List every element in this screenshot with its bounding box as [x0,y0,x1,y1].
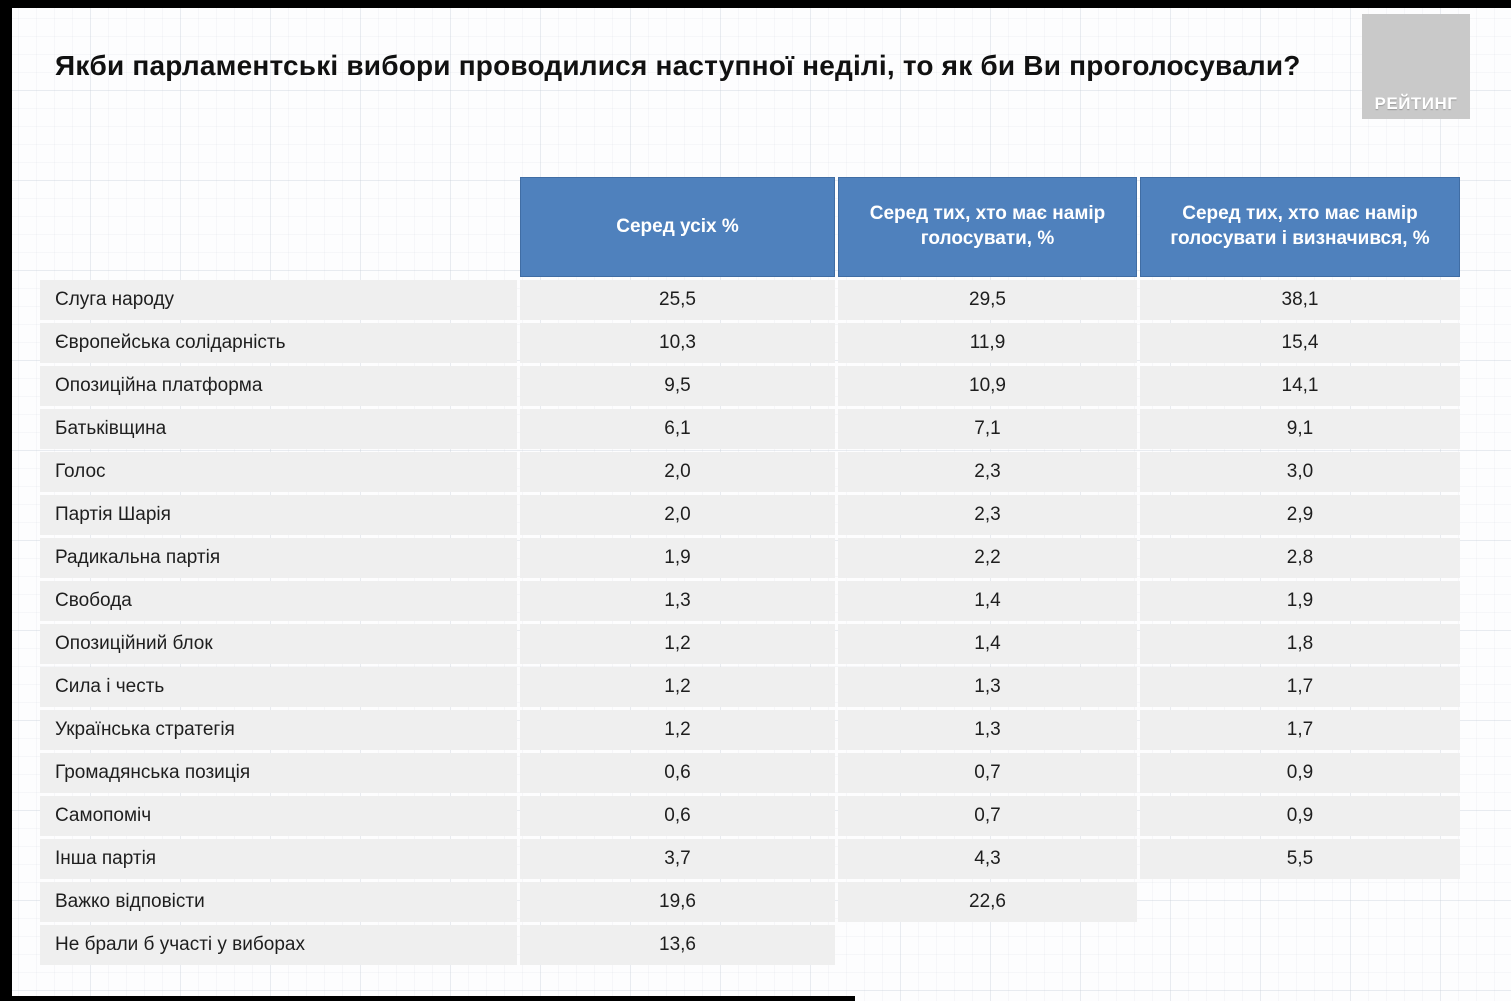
empty-cell [1140,882,1460,922]
value-cell: 1,8 [1140,624,1460,664]
frame-top-bar [0,0,1511,8]
party-label: Партія Шарія [40,495,517,535]
value-cell: 1,7 [1140,667,1460,707]
value-cell: 1,9 [1140,581,1460,621]
value-cell: 0,6 [520,753,835,793]
value-cell: 0,7 [838,753,1137,793]
value-cell: 13,6 [520,925,835,965]
value-cell: 25,5 [520,280,835,320]
value-cell: 9,1 [1140,409,1460,449]
poll-results-table: Серед усіх % Серед тих, хто має намір го… [40,177,1460,965]
empty-cell [838,925,1137,965]
party-label: Важко відповісти [40,882,517,922]
party-label: Радикальна партія [40,538,517,578]
value-cell: 1,3 [838,710,1137,750]
rating-logo-text: РЕЙТИНГ [1374,94,1458,113]
value-cell: 19,6 [520,882,835,922]
value-cell: 6,1 [520,409,835,449]
value-cell: 4,3 [838,839,1137,879]
value-cell: 22,6 [838,882,1137,922]
column-header-intend-and-decided: Серед тих, хто має намір голосувати і ви… [1140,177,1460,277]
value-cell: 38,1 [1140,280,1460,320]
value-cell: 3,7 [520,839,835,879]
value-cell: 1,3 [520,581,835,621]
value-cell: 1,2 [520,710,835,750]
party-label: Громадянська позиція [40,753,517,793]
value-cell: 10,9 [838,366,1137,406]
page-title: Якби парламентські вибори проводилися на… [55,50,1301,81]
value-cell: 0,9 [1140,753,1460,793]
value-cell: 14,1 [1140,366,1460,406]
value-cell: 2,3 [838,495,1137,535]
party-label: Батьківщина [40,409,517,449]
frame-bottom-bar [0,996,855,1001]
value-cell: 29,5 [838,280,1137,320]
party-label: Інша партія [40,839,517,879]
value-cell: 1,4 [838,581,1137,621]
value-cell: 15,4 [1140,323,1460,363]
value-cell: 11,9 [838,323,1137,363]
party-label: Не брали б участі у виборах [40,925,517,965]
value-cell: 1,4 [838,624,1137,664]
party-label: Опозиційна платформа [40,366,517,406]
value-cell: 7,1 [838,409,1137,449]
value-cell: 1,9 [520,538,835,578]
party-label: Свобода [40,581,517,621]
party-label: Голос [40,452,517,492]
empty-cell [1140,925,1460,965]
party-label: Українська стратегія [40,710,517,750]
value-cell: 0,6 [520,796,835,836]
value-cell: 2,2 [838,538,1137,578]
value-cell: 9,5 [520,366,835,406]
rating-logo: РЕЙТИНГ [1362,14,1470,119]
header-spacer [40,177,517,277]
party-label: Сила і честь [40,667,517,707]
value-cell: 10,3 [520,323,835,363]
value-cell: 2,0 [520,495,835,535]
value-cell: 3,0 [1140,452,1460,492]
value-cell: 0,7 [838,796,1137,836]
party-label: Слуга народу [40,280,517,320]
column-header-among-all: Серед усіх % [520,177,835,277]
value-cell: 0,9 [1140,796,1460,836]
party-label: Опозиційний блок [40,624,517,664]
party-label: Самопоміч [40,796,517,836]
value-cell: 2,3 [838,452,1137,492]
value-cell: 1,7 [1140,710,1460,750]
column-header-intend-to-vote: Серед тих, хто має намір голосувати, % [838,177,1137,277]
value-cell: 1,2 [520,624,835,664]
value-cell: 2,8 [1140,538,1460,578]
value-cell: 1,2 [520,667,835,707]
value-cell: 2,0 [520,452,835,492]
value-cell: 2,9 [1140,495,1460,535]
frame-left-bar [0,0,12,1001]
value-cell: 1,3 [838,667,1137,707]
party-label: Європейська солідарність [40,323,517,363]
value-cell: 5,5 [1140,839,1460,879]
